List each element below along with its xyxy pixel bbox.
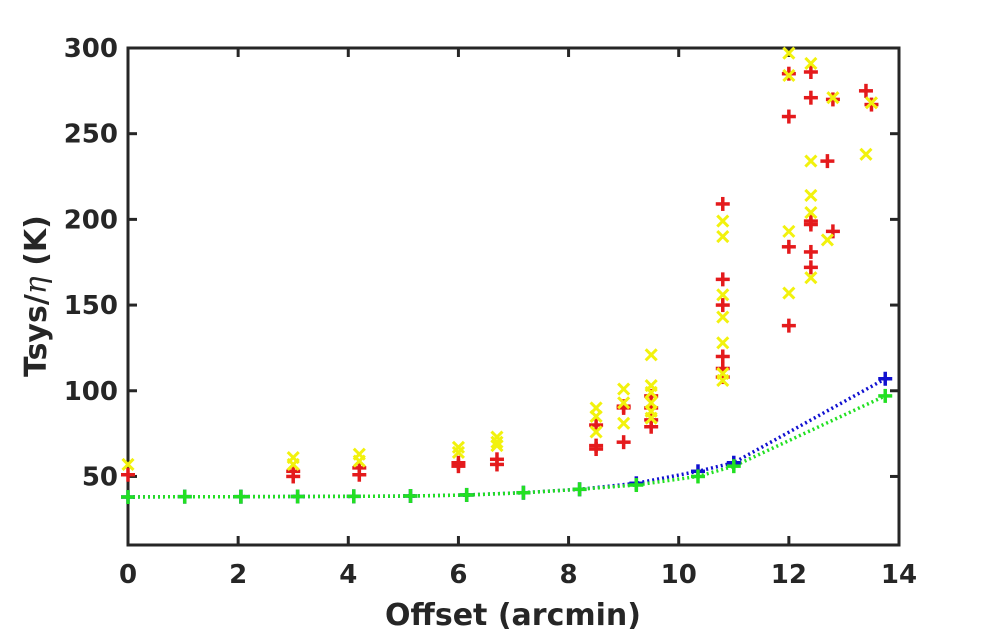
y-tick-label: 150	[64, 291, 118, 321]
y-axis-label: Tsys/η (K)	[19, 215, 54, 377]
yellow-cross-point	[589, 409, 603, 424]
red-plus-point	[781, 239, 796, 254]
yellow-cross-point	[644, 385, 658, 400]
red-plus-point	[803, 217, 818, 232]
red-plus-point	[489, 452, 504, 467]
x-tick-label: 14	[881, 560, 917, 590]
x-tick-label: 10	[661, 560, 697, 590]
yellow-cross-point	[644, 348, 658, 362]
y-tick-label: 100	[64, 377, 118, 407]
x-tick-label: 2	[229, 560, 247, 590]
y-tick-label: 250	[64, 120, 118, 150]
yellow-cross-point	[716, 229, 730, 244]
yellow-cross-point	[782, 46, 796, 60]
green-model-point	[459, 487, 474, 502]
green-model-point	[121, 490, 135, 505]
x-tick-label: 0	[119, 560, 137, 590]
y-tick-label: 200	[64, 205, 118, 235]
red-plus-point	[451, 455, 466, 470]
yellow-cross-point	[451, 445, 465, 460]
x-tick-label: 4	[339, 560, 357, 590]
red-plus-point	[589, 438, 604, 453]
yellow-cross-point	[716, 310, 730, 324]
yellow-cross-point	[782, 68, 796, 82]
yellow-cross-point	[804, 154, 818, 168]
yellow-cross-point	[826, 91, 840, 105]
green-model-point	[403, 488, 418, 503]
red-plus-point	[715, 196, 730, 211]
green-model-point	[726, 459, 741, 474]
red-plus-point	[715, 298, 730, 313]
yellow-cross-point	[859, 147, 873, 161]
y-axis-label-symbol: η	[19, 276, 54, 294]
x-tick-label: 12	[771, 560, 807, 590]
yellow-cross-point	[804, 56, 818, 70]
yellow-cross-point	[617, 416, 631, 430]
yellow-cross-point	[286, 457, 300, 472]
yellow-cross-point	[490, 435, 504, 449]
blue-model-point	[878, 371, 893, 386]
ticks-layer: 0 2 4 6 8 10 12 14 50 100 150 200 250 300	[64, 34, 917, 590]
yellow-cross-point	[589, 425, 603, 439]
yellow-cross-point	[864, 96, 879, 110]
green-model-point	[346, 489, 361, 504]
red-plus-point	[715, 349, 730, 364]
red-plus-point	[781, 109, 796, 124]
red-plus-point	[286, 464, 301, 479]
yellow-cross-point	[782, 224, 796, 238]
y-tick-label: 50	[82, 462, 118, 492]
green-model-point	[516, 485, 531, 500]
green-model-point	[177, 489, 192, 504]
red-plus-point	[715, 272, 730, 287]
red-plus-point	[803, 64, 818, 79]
red-plus-point	[121, 467, 135, 482]
axes-frame	[126, 46, 901, 547]
yellow-cross-point	[121, 457, 135, 472]
green-model-point	[690, 469, 705, 484]
red-plus-point	[803, 260, 818, 275]
green-model-point	[290, 489, 305, 504]
yellow-cross-point	[617, 396, 631, 410]
y-tick-label: 300	[64, 34, 118, 64]
yellow-cross-point	[820, 233, 834, 247]
yellow-cross-point	[716, 336, 730, 350]
yellow-cross-point	[804, 205, 818, 220]
y-axis-label-suffix: (K)	[19, 215, 54, 276]
green-model-point	[572, 482, 587, 497]
x-axis-label: Offset (arcmin)	[385, 598, 641, 633]
red-plus-point	[781, 318, 796, 333]
yellow-cross-point	[716, 214, 730, 228]
red-plus-point	[858, 83, 873, 98]
red-plus-point	[820, 154, 835, 169]
red-plus-point	[589, 418, 604, 433]
green-model-point	[629, 478, 644, 493]
red-plus-point	[616, 435, 631, 450]
red-plus-point	[803, 244, 818, 259]
yellow-cross-point	[644, 411, 658, 425]
yellow-cross-point	[352, 454, 366, 468]
green-model-point	[233, 489, 248, 504]
x-tick-label: 8	[560, 560, 578, 590]
y-axis-label-prefix: Tsys/	[19, 294, 54, 377]
plot-area	[126, 46, 901, 547]
yellow-cross-point	[804, 271, 818, 285]
red-plus-point	[352, 460, 367, 475]
yellow-cross-point	[716, 288, 730, 302]
data-marks-layer	[121, 46, 893, 505]
x-tick-label: 6	[449, 560, 467, 590]
yellow-cross-point	[716, 373, 730, 388]
yellow-cross-point	[804, 188, 818, 202]
yellow-cross-point	[782, 286, 796, 300]
yellow-cross-point	[617, 382, 631, 396]
yellow-cross-point	[451, 440, 465, 454]
red-plus-point	[803, 90, 818, 105]
yellow-cross-point	[490, 439, 504, 453]
green-model-point	[878, 388, 893, 403]
